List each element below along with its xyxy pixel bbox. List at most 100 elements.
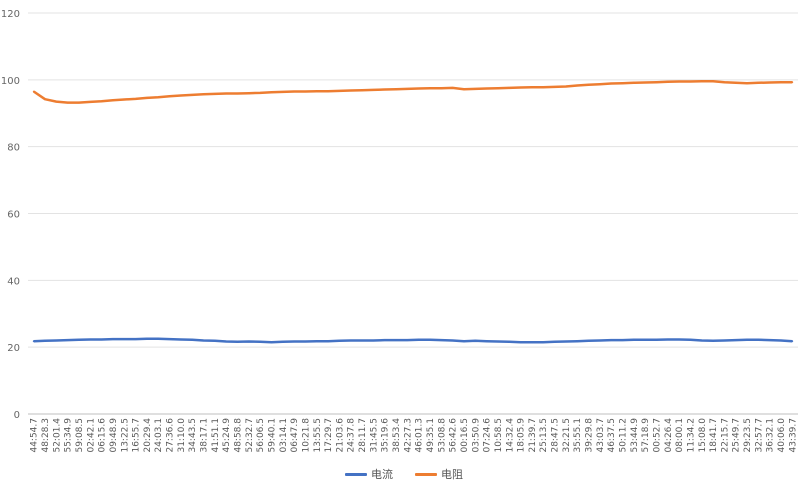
x-tick-label-50: 43:03.7: [596, 418, 606, 453]
series-2-point-24: [304, 90, 307, 93]
series-1-point-20: [259, 340, 261, 343]
series-2-point-58: [689, 80, 692, 83]
series-1-point-29: [361, 339, 363, 342]
series-1-point-67: [791, 340, 794, 343]
series-2-point-32: [395, 88, 397, 91]
x-tick-label-39: 03:50.9: [471, 418, 481, 453]
x-tick-label-4: 59:08.5: [75, 418, 85, 453]
series-2-point-4: [78, 101, 80, 104]
series-2-point-34: [417, 87, 420, 90]
legend-label-series-1: 电流: [371, 469, 393, 481]
x-tick-label-15: 38:17.1: [200, 418, 210, 453]
series-2-point-18: [236, 92, 239, 95]
x-tick-label-13: 31:10.0: [177, 418, 187, 453]
series-2-point-35: [429, 87, 431, 90]
x-tick-label-36: 53:08.8: [437, 418, 447, 453]
series-2-point-10: [146, 97, 148, 99]
x-tick-label-62: 25:49.7: [732, 418, 742, 453]
x-tick-label-29: 28:11.7: [358, 418, 368, 453]
series-2-point-13: [180, 94, 182, 97]
series-2-point-17: [225, 92, 228, 95]
y-tick-label-1: 20: [7, 343, 20, 354]
series-2-point-8: [123, 98, 126, 101]
series-2-point-38: [463, 88, 465, 91]
x-tick-label-17: 45:24.9: [222, 418, 232, 453]
series-1-point-63: [746, 338, 748, 341]
series-1-point-18: [236, 340, 239, 343]
series-2-point-52: [621, 82, 624, 85]
series-2-point-60: [712, 80, 714, 83]
series-2-point-11: [157, 96, 160, 99]
series-1-point-37: [451, 339, 454, 342]
series-2-point-27: [338, 90, 341, 92]
series-2-point-2: [55, 100, 58, 103]
series-2-point-45: [542, 86, 545, 89]
x-tick-label-23: 06:47.9: [290, 418, 300, 453]
series-1-point-13: [180, 338, 182, 341]
x-tick-label-28: 24:37.8: [347, 418, 357, 453]
x-tick-label-66: 40:06.0: [777, 418, 787, 453]
y-tick-label-6: 120: [1, 9, 20, 20]
series-1-point-47: [565, 340, 567, 343]
series-2-point-15: [202, 93, 205, 96]
x-tick-label-51: 46:37.5: [607, 418, 617, 453]
series-1-point-25: [315, 340, 318, 343]
series-1-point-30: [372, 339, 375, 342]
series-1-point-48: [576, 340, 579, 343]
x-tick-label-16: 41:51.1: [211, 418, 221, 453]
series-2-point-14: [191, 94, 194, 96]
x-tick-label-24: 10:21.8: [301, 418, 311, 453]
series-1-point-16: [213, 339, 216, 342]
series-2-point-6: [100, 100, 103, 103]
series-1-point-36: [440, 339, 443, 341]
x-tick-label-49: 39:29.8: [585, 418, 595, 453]
y-tick-label-0: 0: [14, 410, 20, 421]
legend: 电流 电阻: [0, 466, 808, 482]
series-1-point-3: [66, 339, 69, 341]
series-2-point-39: [474, 88, 477, 90]
series-1-point-61: [723, 339, 726, 342]
series-2-point-53: [632, 81, 635, 84]
series-1-point-50: [598, 339, 601, 342]
series-2-point-41: [497, 87, 499, 90]
series-2-point-1: [44, 98, 46, 101]
series-1-point-53: [632, 338, 635, 341]
y-tick-label-4: 80: [7, 143, 20, 154]
series-2-point-21: [270, 91, 273, 94]
series-1-point-49: [587, 339, 590, 342]
series-1-point-40: [485, 340, 488, 343]
series-2-point-37: [451, 87, 454, 89]
series-2-point-28: [349, 89, 352, 92]
series-2-point-44: [531, 86, 533, 89]
x-tick-label-56: 04:26.4: [664, 418, 674, 453]
x-tick-label-26: 17:29.7: [324, 418, 334, 453]
series-line-2: [32, 79, 793, 104]
x-tick-label-9: 16:55.7: [132, 418, 142, 453]
x-tick-label-64: 32:57.7: [754, 418, 764, 453]
x-tick-label-44: 21:39.7: [528, 418, 538, 453]
x-tick-label-3: 55:34.9: [64, 418, 74, 453]
series-1-point-22: [281, 340, 284, 343]
series-1-point-42: [508, 340, 511, 343]
series-2-point-29: [361, 89, 363, 92]
x-tick-label-52: 50:11.2: [618, 418, 628, 453]
series-1-point-54: [644, 338, 646, 341]
series-2-point-16: [213, 93, 216, 95]
series-1-point-41: [497, 340, 499, 343]
series-2-point-26: [327, 90, 329, 93]
series-1-point-32: [395, 339, 397, 341]
x-tick-label-41: 10:58.5: [494, 418, 504, 453]
series-2-point-62: [734, 81, 737, 84]
x-tick-label-18: 48:58.8: [233, 418, 243, 453]
series-1-point-2: [55, 339, 58, 342]
legend-swatch-series-1: [345, 472, 367, 476]
series-1-point-66: [780, 339, 782, 342]
series-2-point-7: [112, 99, 114, 102]
series-2-point-61: [723, 81, 726, 84]
series-1-point-60: [712, 339, 714, 342]
series-2-point-25: [315, 90, 318, 93]
x-tick-label-1: 48:28.3: [41, 418, 51, 453]
series-2-point-65: [768, 81, 771, 84]
series-1-point-24: [304, 340, 307, 343]
